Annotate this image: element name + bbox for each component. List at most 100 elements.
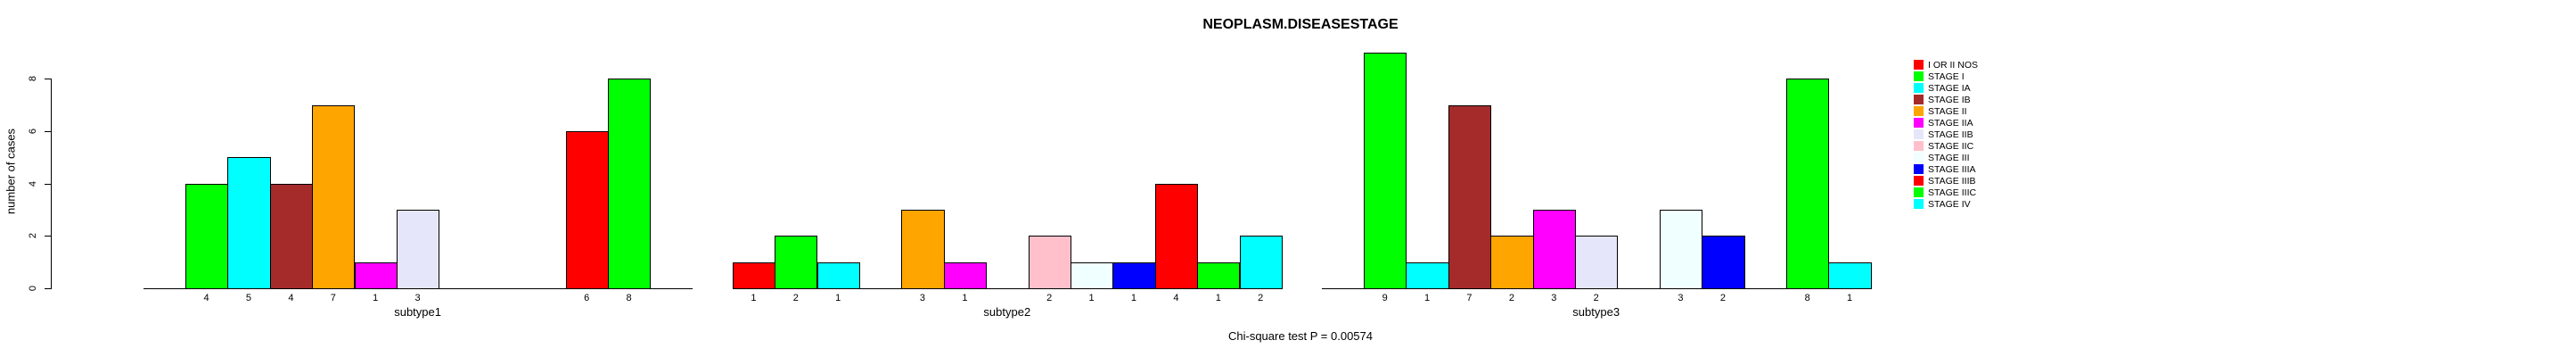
bar bbox=[1786, 79, 1830, 289]
bar bbox=[1828, 262, 1872, 289]
bar bbox=[1490, 236, 1534, 289]
bar bbox=[1448, 104, 1492, 289]
y-tick bbox=[45, 183, 51, 185]
group-label: subtype2 bbox=[983, 305, 1031, 319]
bar-count-label: 7 bbox=[1466, 293, 1473, 303]
bar bbox=[312, 104, 356, 289]
legend-label: STAGE IIB bbox=[1928, 129, 1973, 140]
legend-item: STAGE IA bbox=[1914, 83, 2021, 95]
legend-swatch bbox=[1914, 106, 1924, 116]
bar bbox=[1028, 236, 1071, 289]
bar-count-label: 1 bbox=[1130, 293, 1137, 303]
group-label: subtype3 bbox=[1572, 305, 1620, 319]
legend-label: STAGE IIC bbox=[1928, 141, 1974, 152]
legend-item: STAGE IIA bbox=[1914, 118, 2021, 129]
y-axis bbox=[51, 79, 52, 289]
bar-count-label: 1 bbox=[1847, 293, 1853, 303]
bar-count-label: 6 bbox=[584, 293, 590, 303]
group-label: subtype1 bbox=[394, 305, 441, 319]
bar bbox=[1406, 262, 1449, 289]
bar bbox=[185, 183, 229, 289]
bar-count-label: 4 bbox=[288, 293, 294, 303]
bar-count-label: 5 bbox=[245, 293, 252, 303]
legend-swatch bbox=[1914, 118, 1924, 128]
legend-swatch bbox=[1914, 141, 1924, 151]
bar-count-label: 1 bbox=[1215, 293, 1221, 303]
legend-label: STAGE IIIC bbox=[1928, 187, 1977, 198]
legend-label: STAGE IIIA bbox=[1928, 164, 1976, 175]
y-tick-label: 0 bbox=[28, 285, 38, 292]
bar-count-label: 2 bbox=[792, 293, 799, 303]
bar-count-label: 3 bbox=[919, 293, 926, 303]
bar-count-label: 1 bbox=[962, 293, 968, 303]
legend-label: STAGE IA bbox=[1928, 83, 1971, 94]
bar bbox=[607, 79, 652, 289]
bar-count-label: 2 bbox=[1508, 293, 1514, 303]
bar bbox=[1197, 262, 1241, 289]
bar bbox=[1575, 236, 1619, 289]
bar bbox=[565, 130, 609, 289]
legend-label: STAGE II bbox=[1928, 106, 1967, 117]
bar-count-label: 4 bbox=[1173, 293, 1179, 303]
y-axis-label: number of cases bbox=[4, 128, 18, 215]
legend-swatch bbox=[1914, 83, 1924, 93]
bar-count-label: 8 bbox=[1804, 293, 1810, 303]
bar-count-label: 3 bbox=[1551, 293, 1557, 303]
bar bbox=[1702, 236, 1745, 289]
chi-square-footnote: Chi-square test P = 0.00574 bbox=[1227, 329, 1374, 343]
bar-count-label: 4 bbox=[203, 293, 209, 303]
legend-swatch bbox=[1914, 71, 1924, 81]
bar bbox=[227, 157, 271, 290]
y-tick-label: 6 bbox=[28, 128, 38, 134]
legend-label: STAGE IIA bbox=[1928, 118, 1973, 129]
legend-item: STAGE IIIC bbox=[1914, 187, 2021, 199]
legend-item: STAGE IIIA bbox=[1914, 164, 2021, 176]
bar bbox=[1112, 262, 1156, 289]
legend-item: STAGE IIC bbox=[1914, 141, 2021, 153]
bar bbox=[816, 262, 860, 289]
legend-label: STAGE I bbox=[1928, 71, 1965, 82]
legend-swatch bbox=[1914, 60, 1924, 70]
legend-label: STAGE IIIB bbox=[1928, 176, 1976, 187]
bar-count-label: 1 bbox=[835, 293, 841, 303]
bar-count-label: 2 bbox=[1593, 293, 1599, 303]
bar-count-label: 3 bbox=[1678, 293, 1684, 303]
bar-count-label: 1 bbox=[373, 293, 379, 303]
y-tick-label: 4 bbox=[28, 180, 38, 187]
bar bbox=[943, 262, 988, 289]
legend-swatch bbox=[1914, 164, 1924, 174]
y-tick bbox=[45, 288, 51, 289]
bar-count-label: 1 bbox=[1424, 293, 1431, 303]
y-tick-label: 2 bbox=[28, 233, 38, 239]
legend-item: STAGE IV bbox=[1914, 199, 2021, 211]
legend-label: STAGE IV bbox=[1928, 199, 1971, 210]
legend-item: STAGE I bbox=[1914, 71, 2021, 83]
chart-title: NEOPLASM.DISEASESTAGE bbox=[1202, 17, 1399, 32]
legend-swatch bbox=[1914, 199, 1924, 209]
bar-count-label: 8 bbox=[626, 293, 632, 303]
bar-count-label: 2 bbox=[1258, 293, 1264, 303]
legend-label: STAGE III bbox=[1928, 153, 1970, 163]
y-tick-label: 8 bbox=[28, 76, 38, 82]
legend-item: STAGE IB bbox=[1914, 95, 2021, 106]
bar-count-label: 2 bbox=[1046, 293, 1053, 303]
bar bbox=[269, 183, 314, 289]
legend-item: STAGE IIB bbox=[1914, 129, 2021, 141]
bar-count-label: 2 bbox=[1719, 293, 1726, 303]
legend-item: STAGE III bbox=[1914, 153, 2021, 164]
legend-item: I OR II NOS bbox=[1914, 60, 2021, 71]
bar bbox=[1070, 262, 1114, 289]
legend-swatch bbox=[1914, 176, 1924, 186]
bar-count-label: 3 bbox=[414, 293, 421, 303]
legend-label: STAGE IB bbox=[1928, 95, 1971, 105]
x-axis bbox=[732, 288, 1282, 289]
bar bbox=[1364, 52, 1407, 289]
legend-swatch bbox=[1914, 129, 1924, 139]
bar-count-label: 9 bbox=[1382, 293, 1388, 303]
bar bbox=[354, 262, 398, 289]
bar bbox=[1154, 183, 1199, 289]
bar bbox=[775, 236, 818, 289]
legend-label: I OR II NOS bbox=[1928, 60, 1979, 71]
y-tick bbox=[45, 236, 51, 237]
